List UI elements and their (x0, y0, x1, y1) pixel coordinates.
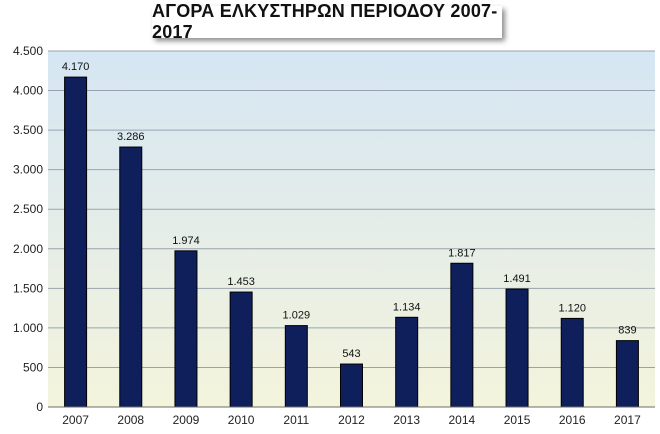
x-tick-label: 2014 (449, 413, 476, 427)
data-label-2011: 1.029 (283, 310, 311, 322)
chart-title: ΑΓΟΡΑ ΕΛΚΥΣΤΗΡΩΝ ΠΕΡΙΟΔΟΥ 2007-2017 (152, 1, 502, 42)
bars (64, 76, 639, 408)
y-tick-label: 2.500 (13, 202, 43, 216)
bar-2008 (119, 146, 143, 408)
bar-2017 (615, 340, 639, 408)
y-tick-label: 3.000 (13, 163, 43, 177)
x-tick-label: 2012 (338, 413, 365, 427)
data-label-2014: 1.817 (448, 247, 476, 259)
bar-2012 (340, 363, 363, 408)
bar-2010 (229, 291, 253, 408)
bar-2016 (560, 317, 584, 408)
y-axis-ticks: 0 500 1.000 1.500 2.000 2.500 3.000 3.500 4.000 4… (13, 44, 43, 414)
x-tick-label: 2009 (173, 413, 200, 427)
y-tick-label: 500 (23, 360, 43, 374)
y-tick-label: 0 (36, 400, 43, 414)
data-label-2017: 839 (618, 325, 636, 337)
y-tick-label: 2.000 (13, 242, 43, 256)
x-tick-label: 2015 (504, 413, 531, 427)
data-labels: 4.170 3.286 1.974 1.453 1.029 543 1.134 1.817 1.… (62, 61, 637, 360)
x-tick-label: 2017 (614, 413, 641, 427)
data-label-2013: 1.134 (393, 301, 421, 313)
x-axis-ticks: 2007 2008 2009 2010 2011 2012 2013 2014 2015 2016… (62, 413, 641, 427)
y-tick-label: 3.500 (13, 123, 43, 137)
y-tick-label: 1.500 (13, 281, 43, 295)
data-label-2010: 1.453 (227, 276, 255, 288)
data-label-2016: 1.120 (558, 302, 586, 314)
bar-2011 (284, 325, 308, 408)
y-tick-label: 4.500 (13, 44, 43, 58)
bar-2009 (174, 250, 198, 408)
plot-area (48, 51, 655, 407)
data-label-2009: 1.974 (172, 235, 200, 247)
bar-2014 (450, 262, 474, 408)
x-tick-label: 2011 (283, 413, 309, 427)
x-tick-label: 2008 (117, 413, 144, 427)
data-label-2012: 543 (342, 348, 360, 360)
bar-2013 (395, 316, 419, 408)
y-tick-label: 1.000 (13, 321, 43, 335)
y-tick-label: 4.000 (13, 84, 43, 98)
x-tick-label: 2016 (559, 413, 586, 427)
bar-2007 (64, 76, 88, 408)
x-tick-label: 2010 (228, 413, 255, 427)
data-label-2007: 4.170 (62, 61, 90, 73)
x-tick-label: 2013 (393, 413, 420, 427)
data-label-2015: 1.491 (503, 273, 531, 285)
grid-lines (48, 50, 655, 368)
x-tick-label: 2007 (62, 413, 89, 427)
bar-2015 (505, 288, 529, 408)
data-label-2008: 3.286 (117, 131, 145, 143)
